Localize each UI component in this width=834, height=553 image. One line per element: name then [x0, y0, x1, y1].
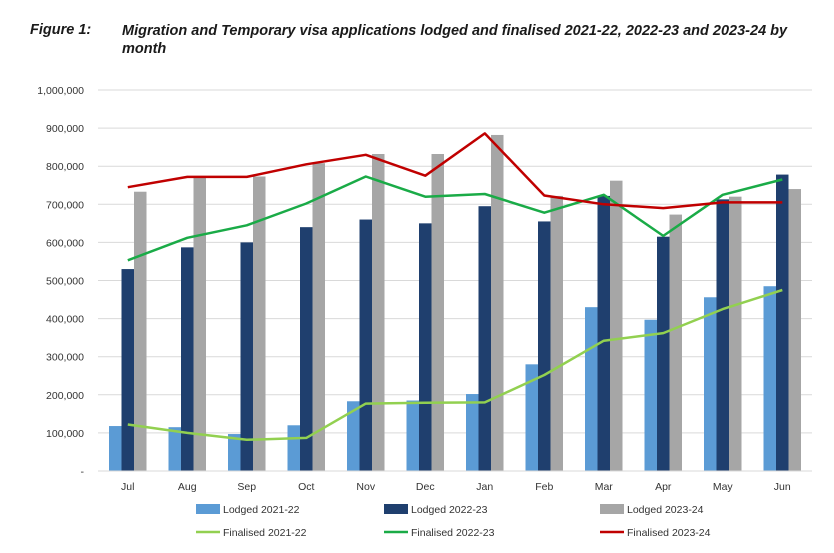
- bar: [610, 180, 623, 472]
- bars: [109, 134, 801, 472]
- bar: [729, 196, 742, 471]
- bar: [585, 307, 598, 471]
- y-tick-label: 200,000: [46, 390, 84, 402]
- bar: [776, 174, 789, 471]
- bar: [491, 134, 504, 471]
- legend-label: Finalised 2021-22: [223, 527, 307, 539]
- legend-swatch: [384, 504, 408, 514]
- y-tick-label: 800,000: [46, 161, 84, 173]
- axes: - 100,000 200,000 300,000 400,000 500,000 600,…: [37, 85, 812, 493]
- bar: [287, 425, 300, 471]
- legend-label: Finalised 2023-24: [627, 527, 711, 539]
- bar: [644, 319, 657, 471]
- bar: [228, 434, 241, 471]
- series-line: [127, 132, 783, 210]
- legend-label: Lodged 2023-24: [627, 504, 704, 516]
- bar: [312, 163, 325, 472]
- bar: [347, 401, 360, 471]
- figure-title: Migration and Temporary visa application…: [122, 23, 788, 57]
- grid: [98, 89, 812, 434]
- x-tick-label: Oct: [298, 481, 314, 493]
- bar: [657, 236, 670, 471]
- bar: [478, 206, 491, 471]
- x-tick-label: Jun: [774, 481, 791, 493]
- y-tick-label: -: [81, 466, 85, 478]
- bar: [181, 247, 194, 471]
- x-tick-label: Jan: [476, 481, 493, 493]
- bar: [669, 214, 682, 471]
- y-tick-label: 600,000: [46, 237, 84, 249]
- x-tick-label: Jul: [121, 481, 134, 493]
- figure-label: Figure 1:: [30, 22, 92, 38]
- bar: [525, 364, 538, 471]
- bar: [121, 269, 134, 471]
- bar: [253, 176, 266, 471]
- bar: [300, 227, 313, 471]
- legend-label: Finalised 2022-23: [411, 527, 495, 539]
- legend-swatch: [196, 504, 220, 514]
- bar: [134, 191, 147, 472]
- bar: [193, 177, 206, 471]
- bar: [716, 199, 729, 472]
- y-tick-label: 400,000: [46, 314, 84, 326]
- y-tick-label: 700,000: [46, 199, 84, 211]
- bar: [406, 400, 419, 471]
- x-tick-label: Sep: [237, 481, 256, 493]
- bar: [763, 286, 776, 471]
- x-tick-label: Aug: [178, 481, 197, 493]
- bar: [372, 154, 385, 471]
- bar: [704, 297, 717, 471]
- bar: [240, 242, 253, 471]
- x-tick-label: May: [713, 481, 734, 493]
- x-tick-label: Dec: [416, 481, 435, 493]
- bar: [168, 427, 181, 471]
- series-line: [127, 288, 783, 442]
- bar: [550, 195, 563, 471]
- x-tick-label: Apr: [655, 481, 672, 493]
- y-tick-label: 900,000: [46, 123, 84, 135]
- y-tick-label: 100,000: [46, 428, 84, 440]
- y-tick-label: 500,000: [46, 276, 84, 288]
- x-tick-label: Mar: [595, 481, 614, 493]
- bar: [597, 195, 610, 471]
- lines: [127, 132, 783, 442]
- legend-label: Lodged 2021-22: [223, 504, 300, 516]
- bar: [538, 221, 551, 471]
- series-line: [127, 175, 783, 262]
- legend: Lodged 2021-22 Lodged 2022-23 Lodged 2023-…: [196, 504, 711, 539]
- y-tick-label: 1,000,000: [37, 85, 84, 97]
- bar: [359, 219, 372, 471]
- y-tick-label: 300,000: [46, 352, 84, 364]
- bar: [788, 189, 801, 471]
- legend-swatch: [600, 504, 624, 514]
- bar: [431, 154, 444, 471]
- x-tick-label: Feb: [535, 481, 553, 493]
- legend-label: Lodged 2022-23: [411, 504, 488, 516]
- bar: [466, 394, 479, 471]
- x-tick-label: Nov: [356, 481, 375, 493]
- bar: [419, 223, 432, 471]
- bar: [109, 426, 122, 471]
